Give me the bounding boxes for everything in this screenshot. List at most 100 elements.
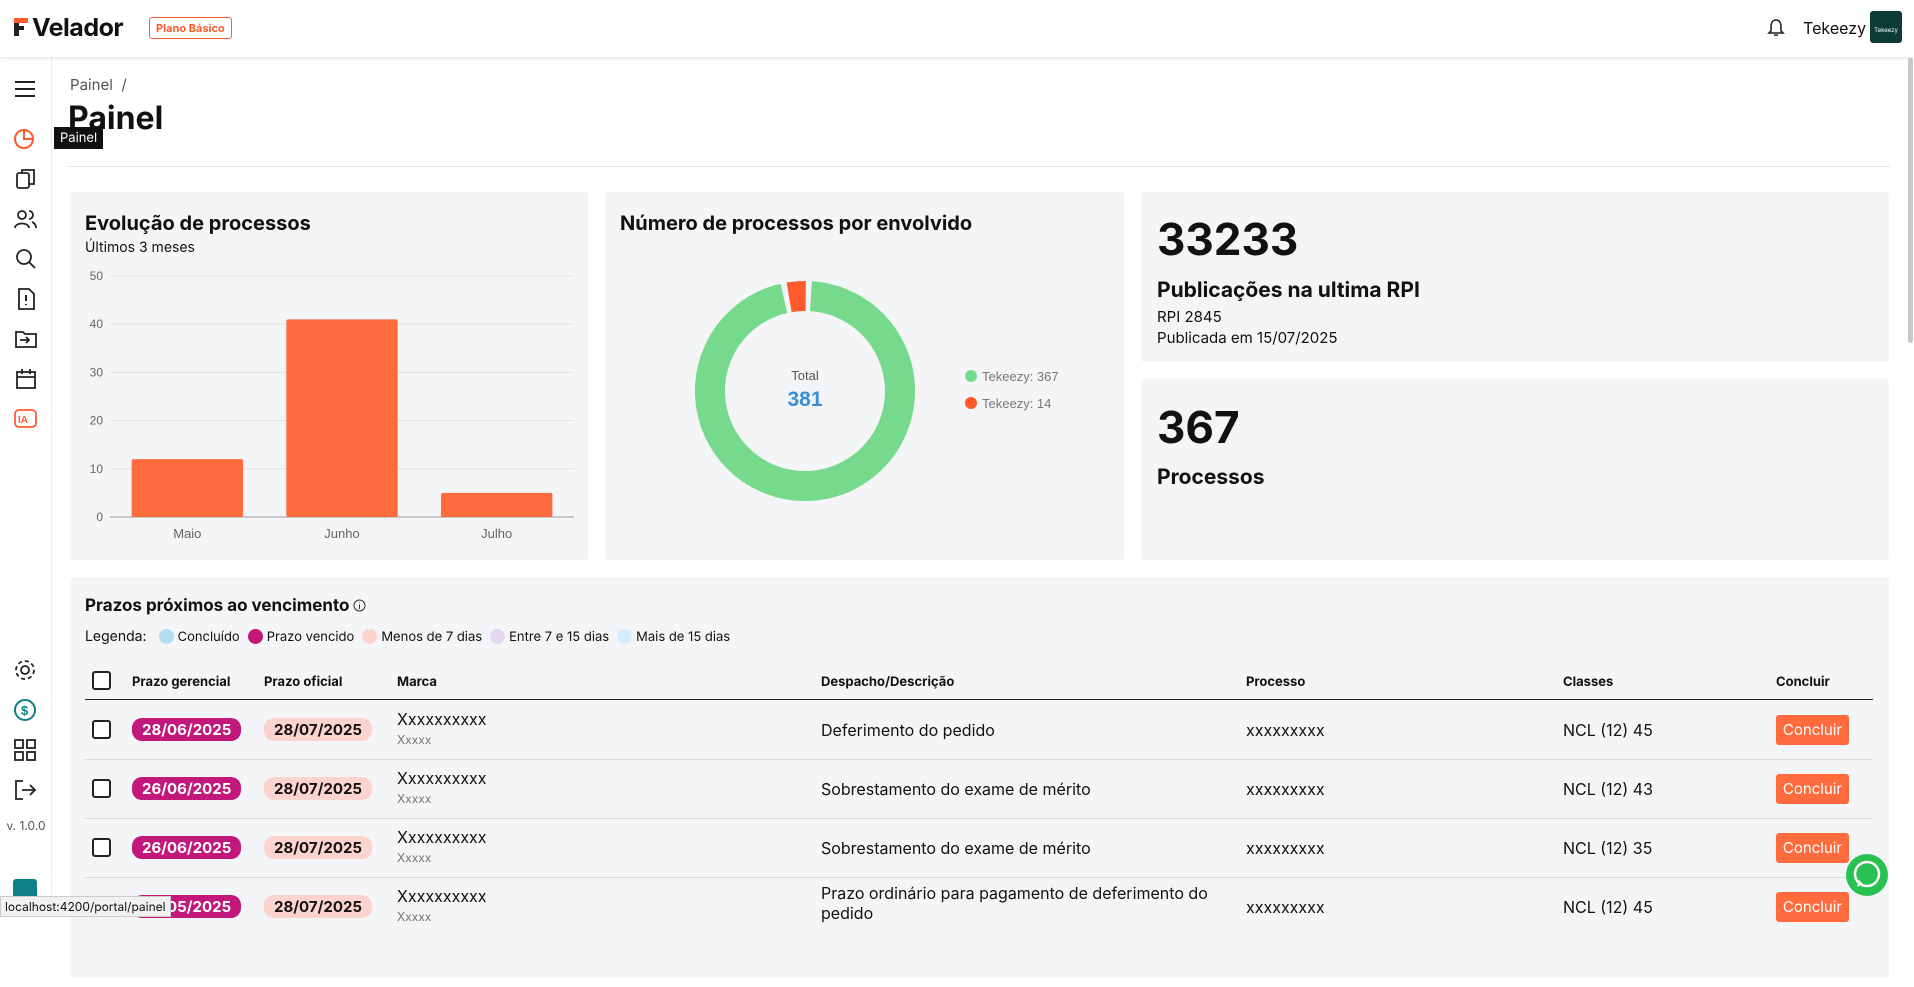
due-date-badge: 26/06/2025	[132, 776, 242, 800]
bar	[131, 459, 244, 517]
user-name[interactable]: Tekeezy	[1803, 18, 1867, 38]
column-header: Processo	[1246, 674, 1306, 690]
column-header: Prazo gerencial	[132, 674, 231, 690]
brand-name: Xxxxxxxxxx	[397, 767, 487, 788]
donut-chart: Tekeezy: 367 Tekeezy: 14 Total 381	[695, 281, 1059, 501]
stat-card: 33233 Publicações na ultima RPI RPI 2845…	[1141, 192, 1889, 362]
legend-label: Legenda:	[85, 628, 147, 645]
y-tick-label: 0	[96, 510, 103, 524]
checkbox[interactable]	[92, 719, 111, 739]
legend-label: Tekeezy: 14	[982, 396, 1051, 411]
classes: NCL (12) 35	[1563, 837, 1653, 858]
y-tick-label: 50	[90, 269, 104, 283]
legend-label: Concluído	[177, 628, 240, 645]
brand-name: Xxxxxxxxxx	[397, 826, 487, 847]
x-tick-label: Maio	[173, 526, 201, 541]
ai-icon[interactable]: IA	[13, 407, 39, 431]
x-tick-label: Junho	[324, 526, 359, 541]
column-header: Concluir	[1776, 674, 1830, 690]
donut-segment	[695, 281, 915, 501]
menu-icon[interactable]	[13, 79, 37, 99]
y-tick-label: 30	[90, 365, 104, 379]
divider	[68, 166, 1890, 167]
tooltip: Painel	[54, 127, 104, 149]
description: Sobrestamento do exame de mérito	[821, 837, 1091, 858]
info-icon[interactable]	[353, 599, 366, 612]
classes: NCL (12) 43	[1563, 778, 1653, 799]
people-icon[interactable]	[13, 207, 39, 231]
documents-icon[interactable]	[14, 167, 38, 191]
donut-segment	[786, 281, 806, 313]
description: Sobrestamento do exame de mérito	[821, 778, 1091, 799]
chart-subtitle: Últimos 3 meses	[85, 239, 195, 256]
stat-line: Publicada em 15/07/2025	[1157, 328, 1338, 347]
bar	[286, 319, 398, 517]
svg-text:$: $	[21, 703, 29, 718]
status-chip	[13, 879, 37, 899]
checkbox[interactable]	[92, 671, 111, 690]
legend-swatch	[490, 629, 506, 644]
plan-badge[interactable]: Plano Básico	[149, 17, 232, 39]
due-date-badge: 28/06/2025	[132, 717, 242, 741]
legend-item: Menos de 7 dias	[362, 629, 482, 645]
conclude-button[interactable]: Concluir	[1776, 832, 1849, 863]
y-tick-label: 40	[90, 317, 104, 331]
legend-item: Entre 7 e 15 dias	[490, 629, 609, 645]
legend-label: Entre 7 e 15 dias	[509, 628, 610, 645]
column-header: Marca	[397, 674, 437, 690]
official-date-badge: 28/07/2025	[264, 717, 373, 741]
legend-swatch	[362, 629, 378, 644]
settings-icon[interactable]	[13, 658, 37, 682]
brand-name: Xxxxxxxxxx	[397, 885, 487, 906]
conclude-button[interactable]: Concluir	[1776, 891, 1849, 922]
column-header: Prazo oficial	[264, 674, 343, 690]
stats: 33233 Publicações na ultima RPI RPI 2845…	[1141, 192, 1889, 560]
checkbox[interactable]	[92, 837, 111, 857]
center-total: 381	[787, 388, 822, 411]
conclude-button[interactable]: Concluir	[1776, 773, 1849, 804]
calendar-icon[interactable]	[14, 367, 38, 391]
y-tick-label: 20	[90, 414, 104, 428]
process-number: xxxxxxxxx	[1246, 837, 1325, 858]
official-date-badge: 28/07/2025	[264, 776, 373, 800]
folder-icon[interactable]	[14, 327, 38, 351]
dashboard-icon[interactable]	[13, 127, 39, 153]
logout-icon[interactable]	[13, 778, 37, 802]
classes: NCL (12) 45	[1563, 719, 1653, 740]
bar-chart-card: Evolução de processos Últimos 3 meses 0 1…	[70, 192, 588, 560]
breadcrumb[interactable]: Painel /	[70, 75, 127, 94]
column-header: Despacho/Descrição	[821, 674, 955, 690]
bell-icon[interactable]	[1767, 18, 1785, 38]
brand-sub: Xxxxx	[397, 790, 432, 806]
description: Prazo ordinário para pagamento de deferi…	[821, 882, 1208, 923]
breadcrumb-item[interactable]: Painel	[70, 75, 113, 94]
stat-line: RPI 2845	[1157, 307, 1222, 326]
alert-icon[interactable]	[14, 287, 38, 311]
whatsapp-button[interactable]	[1845, 853, 1889, 897]
search-icon[interactable]	[14, 247, 38, 271]
status-bar: localhost:4200/portal/painel	[0, 896, 171, 917]
billing-icon[interactable]: $	[13, 698, 37, 722]
checkbox[interactable]	[92, 778, 111, 798]
row-rule	[85, 818, 1873, 819]
table: Prazo gerencial Prazo oficial Marca Despach…	[85, 657, 1873, 987]
header-rule	[85, 699, 1873, 700]
avatar[interactable]: Tekeezy	[1870, 11, 1902, 43]
apps-icon[interactable]	[13, 738, 37, 762]
version: v. 1.0.0	[6, 818, 46, 833]
description: Deferimento do pedido	[821, 719, 995, 740]
bar	[440, 492, 553, 517]
process-number: xxxxxxxxx	[1246, 896, 1325, 917]
y-tick-label: 10	[90, 462, 104, 476]
stat-value: 33233	[1157, 212, 1299, 266]
official-date-badge: 28/07/2025	[264, 894, 373, 918]
brand-sub: Xxxxx	[397, 731, 432, 747]
legend-dot	[965, 397, 977, 409]
scrollbar[interactable]	[1908, 58, 1913, 343]
conclude-button[interactable]: Concluir	[1776, 714, 1849, 745]
legend-swatch	[158, 629, 174, 644]
legend-label: Prazo vencido	[266, 628, 355, 645]
stat-value: 367	[1157, 400, 1240, 454]
column-header: Classes	[1563, 674, 1614, 690]
brand-name: Xxxxxxxxxx	[397, 708, 487, 729]
